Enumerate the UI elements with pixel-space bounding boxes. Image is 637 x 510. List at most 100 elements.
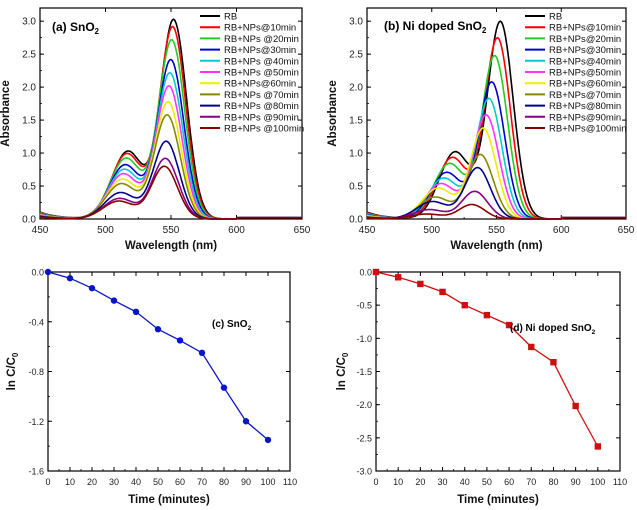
spectra-panel-a: 450 500 550 600 650 0.0 0.5 1.0 1.5 2.0 2.5 3.0 Wave…	[0, 7, 311, 252]
data-point	[528, 343, 535, 351]
legend-entry: RB+NPs@60min	[224, 79, 296, 90]
data-point	[198, 349, 206, 357]
legend-entry: RB+NPs @40min	[224, 56, 299, 67]
x-tick-label: 70	[526, 477, 536, 487]
x-tick-label: 90	[571, 477, 581, 487]
spectrum-line	[367, 203, 626, 220]
legend-entry: RB+NPs@30min	[224, 45, 296, 56]
legend-entry: RB+NPs@90min	[549, 112, 621, 123]
panel-label: (c) SnO2	[212, 319, 252, 332]
y-tick-label: -2.5	[356, 433, 372, 443]
spectra-panel-b: 450 500 550 600 650 0.0 0.5 1.0 1.5 2.0 2.5 3.0 Wave…	[327, 7, 635, 252]
x-tick-label: 650	[294, 225, 311, 236]
y-axis-label-subscript: 0	[341, 352, 350, 357]
x-tick-label: 10	[65, 477, 75, 487]
panel-label-text: (c) SnO	[212, 319, 248, 330]
y-tick-label: 1.5	[22, 116, 36, 127]
panel-label-text: (d) Ni doped SnO	[510, 323, 592, 334]
data-point	[154, 326, 162, 333]
data-point	[242, 418, 250, 425]
y-tick-label: -0.8	[28, 367, 44, 377]
legend-entry: RB+NPs @80min	[224, 101, 299, 112]
x-tick-label: 80	[219, 477, 229, 487]
x-tick-label: 30	[438, 477, 448, 487]
x-tick-label: 60	[504, 477, 514, 487]
y-axis-label: Absorbance	[0, 80, 12, 146]
data-point	[132, 308, 140, 315]
x-tick-label: 40	[131, 477, 141, 487]
legend-entry: RB+NPs@50min	[549, 68, 621, 79]
x-tick-label: 20	[415, 477, 425, 487]
y-tick-label: 0.0	[359, 268, 372, 278]
panel-label-subscript: 2	[95, 27, 100, 36]
y-tick-label: 2.5	[349, 50, 363, 61]
x-axis-label: Wavelength (nm)	[450, 240, 542, 252]
y-tick-label: 1.5	[349, 116, 363, 127]
spectrum-line	[39, 140, 302, 220]
y-tick-label: 0.5	[349, 182, 363, 193]
panel-label: (a) SnO2	[52, 20, 100, 36]
y-tick-label: 0.0	[349, 215, 363, 226]
y-axis-label-subscript: 0	[11, 352, 20, 357]
legend-entry: RB+NPs @90min	[224, 112, 299, 123]
x-tick-label: 110	[613, 477, 627, 487]
y-tick-label: 3.0	[22, 17, 36, 28]
spectrum-line	[39, 157, 302, 220]
x-tick-label: 0	[373, 477, 378, 487]
legend-entry: RB+NPs@40min	[549, 56, 621, 67]
x-tick-label: 10	[393, 477, 403, 487]
x-axis-label: Wavelength (nm)	[125, 240, 217, 252]
data-point	[66, 275, 74, 282]
legend-entry: RB	[549, 12, 562, 23]
x-tick-label: 40	[460, 477, 470, 487]
y-axis-label: Absorbance	[327, 80, 339, 146]
spectrum-line	[39, 165, 302, 220]
legend-entry: RB+NPs@70min	[549, 90, 621, 101]
y-tick-label: -2.0	[356, 400, 372, 410]
y-tick-label: 0.0	[31, 268, 44, 278]
panel-label-subscript: 2	[592, 329, 596, 336]
y-axis-label: ln C/C0	[6, 352, 20, 390]
data-point	[594, 443, 602, 450]
data-point	[417, 280, 424, 288]
x-axis-label: Time (minutes)	[128, 494, 210, 506]
legend-entry: RB+NPs @50min	[224, 68, 299, 79]
x-tick-label: 650	[618, 225, 635, 236]
kinetics-line	[47, 271, 269, 441]
x-tick-label: 600	[228, 225, 245, 236]
y-axis-label-text: Absorbance	[327, 80, 339, 146]
x-tick-label: 600	[553, 225, 570, 236]
data-point	[550, 359, 557, 366]
legend-entry: RB+NPs@20min	[549, 34, 621, 45]
y-tick-label: 0.5	[22, 182, 36, 193]
x-tick-label: 50	[482, 477, 492, 487]
data-point	[110, 297, 118, 304]
panel-label-subscript: 2	[482, 26, 487, 35]
data-point	[572, 402, 579, 410]
y-tick-label: -0.5	[356, 301, 372, 311]
legend-entry: RB+NPs@80min	[549, 101, 621, 112]
panel-label: (b) Ni doped SnO2	[384, 19, 487, 35]
x-tick-label: 60	[175, 477, 185, 487]
y-tick-label: 1.0	[349, 149, 363, 160]
data-point	[394, 274, 402, 281]
data-point	[176, 337, 184, 344]
y-axis-label-text: ln C/C	[6, 357, 18, 390]
x-tick-label: 450	[32, 225, 49, 236]
panel-label-text: (a) SnO	[52, 20, 95, 34]
plot-frame	[375, 271, 621, 472]
kinetics-line	[375, 271, 599, 447]
spectrum-line	[366, 166, 626, 220]
x-tick-label: 20	[87, 477, 97, 487]
y-tick-label: 2.0	[349, 83, 363, 94]
y-axis-label-text: ln C/C	[336, 357, 348, 390]
x-axis-label: Time (minutes)	[457, 494, 539, 506]
y-tick-label: -1.2	[28, 417, 44, 427]
x-tick-label: 90	[241, 477, 251, 487]
x-tick-label: 50	[153, 477, 163, 487]
panel-label: (d) Ni doped SnO2	[510, 323, 596, 336]
x-tick-label: 550	[488, 225, 505, 236]
data-point	[44, 268, 52, 276]
panel-label-text: (b) Ni doped SnO	[384, 19, 482, 33]
